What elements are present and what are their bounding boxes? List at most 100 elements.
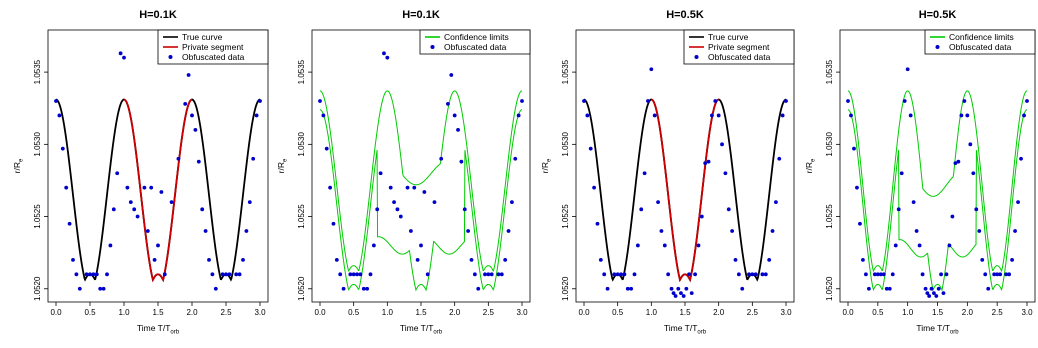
data-point bbox=[723, 171, 728, 176]
data-point bbox=[684, 286, 689, 291]
data-point bbox=[855, 185, 859, 190]
data-point bbox=[585, 113, 590, 118]
data-point bbox=[1025, 99, 1029, 103]
data-point bbox=[388, 185, 393, 190]
y-axis-label: r/Re bbox=[276, 158, 289, 173]
data-point bbox=[358, 272, 363, 277]
data-point bbox=[887, 286, 892, 291]
legend-swatch-point bbox=[168, 55, 173, 59]
y-tick-label: 1.0520 bbox=[33, 276, 42, 301]
x-axis-label-main: Time T/T bbox=[400, 323, 434, 333]
data-point bbox=[774, 200, 778, 205]
data-point bbox=[881, 272, 886, 277]
data-point bbox=[71, 257, 75, 262]
y-tick-label: 1.0520 bbox=[825, 276, 834, 301]
y-axis-label: r/Re bbox=[12, 158, 25, 173]
chart-title: H=0.1K bbox=[402, 9, 440, 21]
data-point bbox=[67, 221, 72, 226]
x-axis-label-sub: orb bbox=[950, 330, 959, 336]
y-tick-label: 1.0530 bbox=[33, 132, 42, 157]
data-point bbox=[615, 272, 620, 277]
data-point bbox=[956, 159, 961, 164]
data-point bbox=[378, 171, 383, 176]
data-point bbox=[929, 286, 934, 291]
data-point bbox=[986, 286, 991, 291]
data-point bbox=[625, 286, 630, 291]
data-point bbox=[884, 286, 889, 291]
data-point bbox=[866, 286, 871, 291]
y-tick-label: 1.0525 bbox=[561, 204, 570, 229]
y-axis-label: r/Re bbox=[804, 158, 817, 173]
data-point bbox=[203, 229, 208, 233]
data-point bbox=[489, 272, 494, 277]
x-tick-label: 2.5 bbox=[483, 308, 495, 317]
data-point bbox=[629, 286, 634, 291]
data-point bbox=[469, 257, 474, 262]
x-tick-label: 2.5 bbox=[747, 308, 759, 317]
data-point bbox=[385, 55, 390, 60]
x-tick-label: 1.5 bbox=[415, 308, 427, 317]
x-axis-label-main: Time T/T bbox=[137, 323, 171, 333]
data-point bbox=[398, 214, 403, 219]
data-point bbox=[720, 142, 724, 147]
data-point bbox=[506, 229, 511, 233]
data-point bbox=[510, 200, 514, 205]
data-point bbox=[767, 257, 772, 262]
confidence-lower-line bbox=[847, 109, 1028, 292]
legend-label: True curve bbox=[182, 32, 223, 42]
x-tick-label: 1.0 bbox=[382, 308, 394, 317]
data-point bbox=[57, 113, 62, 118]
data-point bbox=[237, 272, 242, 277]
y-axis-label-main: r/R bbox=[12, 162, 22, 173]
data-point bbox=[595, 221, 600, 226]
legend-label: Obfuscated data bbox=[444, 42, 507, 52]
data-point bbox=[520, 99, 524, 103]
data-point bbox=[318, 99, 322, 103]
data-point bbox=[699, 214, 704, 219]
panel-1: H=0.1K 0.0 0.5 1.0 1.5 2.0 2.5 3.0 1.0520 1.0525 1… bbox=[12, 9, 269, 336]
data-point bbox=[405, 185, 410, 190]
data-point bbox=[605, 286, 610, 291]
data-point bbox=[947, 243, 952, 248]
data-point bbox=[639, 207, 644, 212]
x-tick-label: 2.5 bbox=[220, 308, 232, 317]
data-point bbox=[111, 207, 116, 212]
series-line-2 bbox=[123, 98, 193, 282]
legend-swatch-point bbox=[430, 45, 435, 49]
x-tick-label: 2.5 bbox=[992, 308, 1004, 317]
data-point bbox=[1007, 272, 1011, 277]
data-point bbox=[348, 272, 353, 277]
data-point bbox=[145, 229, 150, 233]
data-point bbox=[914, 229, 919, 233]
data-point bbox=[974, 207, 979, 212]
data-point bbox=[321, 113, 326, 118]
y-axis-label-sub: e bbox=[19, 158, 25, 162]
series-line-1 bbox=[583, 98, 787, 283]
data-point bbox=[1016, 200, 1020, 205]
data-point bbox=[183, 101, 188, 106]
data-point bbox=[592, 185, 596, 190]
data-point bbox=[162, 272, 167, 277]
data-point bbox=[740, 286, 745, 291]
plot-area bbox=[846, 67, 1029, 298]
data-point bbox=[706, 159, 711, 164]
data-point bbox=[659, 229, 664, 233]
data-point bbox=[142, 185, 147, 190]
data-point bbox=[893, 243, 898, 248]
legend-swatch-point bbox=[694, 55, 699, 59]
data-point bbox=[588, 146, 593, 151]
data-point bbox=[747, 272, 751, 277]
data-point bbox=[462, 207, 467, 212]
data-point bbox=[652, 113, 657, 118]
x-tick-label: 0.5 bbox=[872, 308, 884, 317]
data-point bbox=[662, 243, 667, 248]
data-point bbox=[452, 113, 457, 118]
data-point bbox=[207, 257, 211, 262]
data-point bbox=[94, 272, 99, 277]
data-point bbox=[439, 156, 444, 161]
data-point bbox=[861, 257, 865, 262]
x-tick-label: 2.0 bbox=[186, 308, 198, 317]
x-tick-label: 1.0 bbox=[902, 308, 914, 317]
